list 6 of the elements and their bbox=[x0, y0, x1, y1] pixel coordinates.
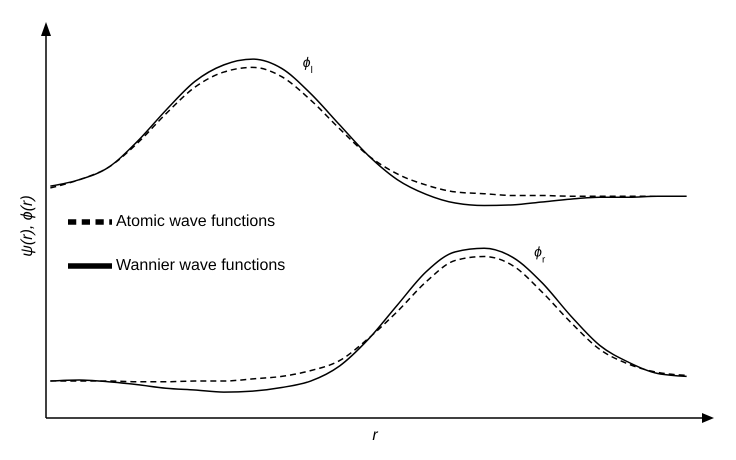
legend-label: Atomic wave functions bbox=[116, 213, 276, 230]
x-axis-title: r bbox=[372, 427, 378, 444]
legend-label: Wannier wave functions bbox=[116, 257, 286, 274]
y-axis-title: ψ(r), ϕ(r) bbox=[19, 195, 36, 257]
annotation: ϕ$_{l}$ bbox=[302, 54, 313, 76]
annotation: ϕ$_{r}$ bbox=[534, 243, 546, 265]
